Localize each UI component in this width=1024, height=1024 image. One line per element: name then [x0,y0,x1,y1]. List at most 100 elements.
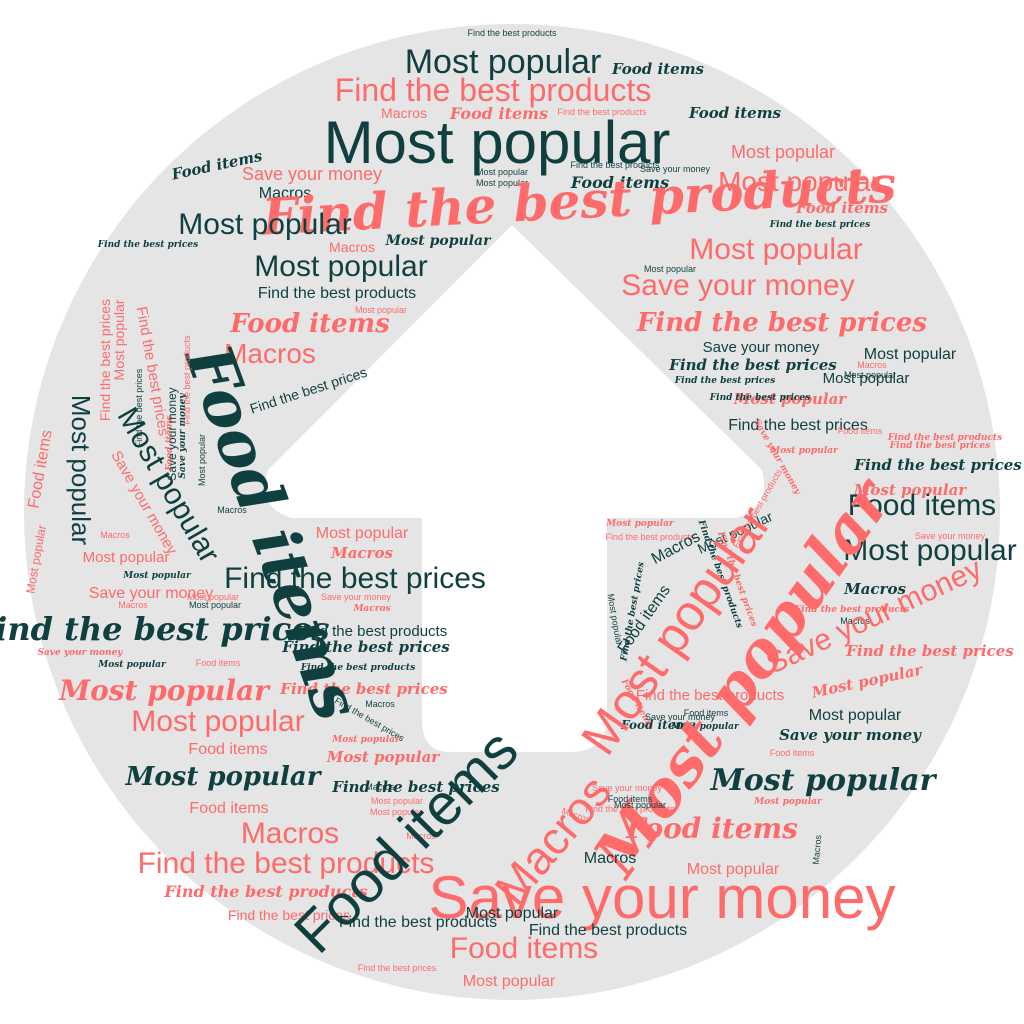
word-label: Most popular [131,705,304,738]
word-label: Macros [329,239,375,255]
word-label: Macros [330,544,393,562]
word-label: Find the best prices [228,907,350,923]
word-label: Find the best prices [668,356,837,374]
word-label: Most popular [853,481,968,499]
word-label: Macros [365,782,395,792]
word-label: Most popular [614,800,666,810]
word-label: Most popular [370,807,422,817]
word-label: Most popular [125,762,323,792]
word-label: Most popular [733,390,848,408]
word-label: Most popular [83,549,170,566]
word-label: Save your money [640,164,711,174]
word-label: Find the best products [182,335,192,425]
word-label: Most popular [476,178,528,188]
word-label: Food items [770,748,815,758]
word-label: Food items [684,708,729,718]
word-label: Find the best products [300,663,415,673]
word-label: Most popular [187,592,239,602]
word-label: Save your money [321,592,392,602]
word-label: Most popular [66,395,96,546]
word-label: Find the best products [467,28,557,38]
word-label: Find the best prices [853,456,1022,474]
word-label: Most popular [644,264,696,274]
word-label: Macros [584,850,636,867]
word-label: Save your money [621,269,854,302]
word-label: Food items [570,173,669,192]
word-label: Macros [100,530,130,540]
word-label: Most popular [466,905,559,922]
word-label: Most popular [670,722,740,732]
word-label: Most popular [476,167,528,177]
word-label: Find the best products [794,605,909,615]
word-label: Most popular [718,166,880,197]
word-label: Most popular [687,861,780,878]
word-label: Food items [688,104,782,122]
word-label: Most popular [731,142,835,162]
word-label: Macros [381,105,427,121]
word-label: Most popular [111,299,127,380]
word-label: Macros [352,604,390,614]
word-label: Find the best prices [224,562,486,595]
word-label: Find the best prices [0,610,330,648]
word-label: Find the best prices [279,680,448,698]
word-label: Find the best products [605,532,695,542]
word-label: Food items [611,60,705,78]
word-label: Macros [259,185,311,202]
word-label: Most popular [844,370,896,380]
upload-arrow-icon [265,225,765,752]
word-label: Find the best prices [709,393,810,403]
word-label: Save your money [592,783,663,793]
word-label: Food items [449,104,548,123]
word-label: Food items [165,415,175,471]
word-label: Save your money [242,164,382,184]
word-label: Most popular [324,109,671,176]
word-label: Most popular [809,707,902,724]
word-label: Most popular [405,43,602,81]
word-label: Find the best products [138,847,435,880]
word-label: Most popular [769,446,839,456]
word-label: Macros [857,360,887,370]
word-label: Find the best prices [636,308,928,338]
word-label: Save your money [779,726,922,744]
word-label: Food items [795,199,889,217]
word-label: Save your money [165,387,179,480]
word-label: Find the best products [299,623,447,640]
word-label: Find the best products [887,433,1002,443]
word-label: Find the best prices [281,638,450,656]
word-label: Most popular [189,600,241,610]
word-label: Find the best prices [674,376,775,386]
word-label: Find the best prices [358,963,437,973]
word-label: Most popular [331,735,401,745]
word-label: Find the best prices [97,299,113,421]
word-label: Find the best products [339,914,497,931]
word-label: Macros [217,505,247,515]
word-label: Save your money [645,712,716,722]
word-label: Save your money [178,393,188,479]
word-label: Food items [848,489,996,522]
word-label: Find the best products [258,285,416,302]
word-label: Most popular [385,233,493,249]
word-label: Save your money [37,648,123,658]
word-label: Most popular [605,519,675,529]
word-label: Most popular [326,748,441,766]
word-label: Find the best prices [97,240,198,250]
word-label: Most popular [58,674,271,707]
word-label: Food items [229,309,390,339]
word-label: Food items [188,741,267,758]
word-label: Most popular [463,973,556,990]
word-label: Food items [620,718,695,732]
word-label: Macros [365,699,395,709]
word-label: Find the best prices [889,441,990,451]
word-label: Food items [608,794,653,804]
word-label: Find the best prices [331,778,500,796]
word-label: Find the best products [585,804,675,814]
word-label: Macros [811,834,824,865]
word-label: Most popular [864,346,957,363]
word-label: Find the best prices [845,642,1014,660]
word-label: Macros [843,580,906,598]
word-label: Find the best products [335,72,652,108]
word-label: Most popular [355,305,407,315]
word-label: Find the best prices [728,417,868,434]
word-label: Most popular [753,797,823,807]
